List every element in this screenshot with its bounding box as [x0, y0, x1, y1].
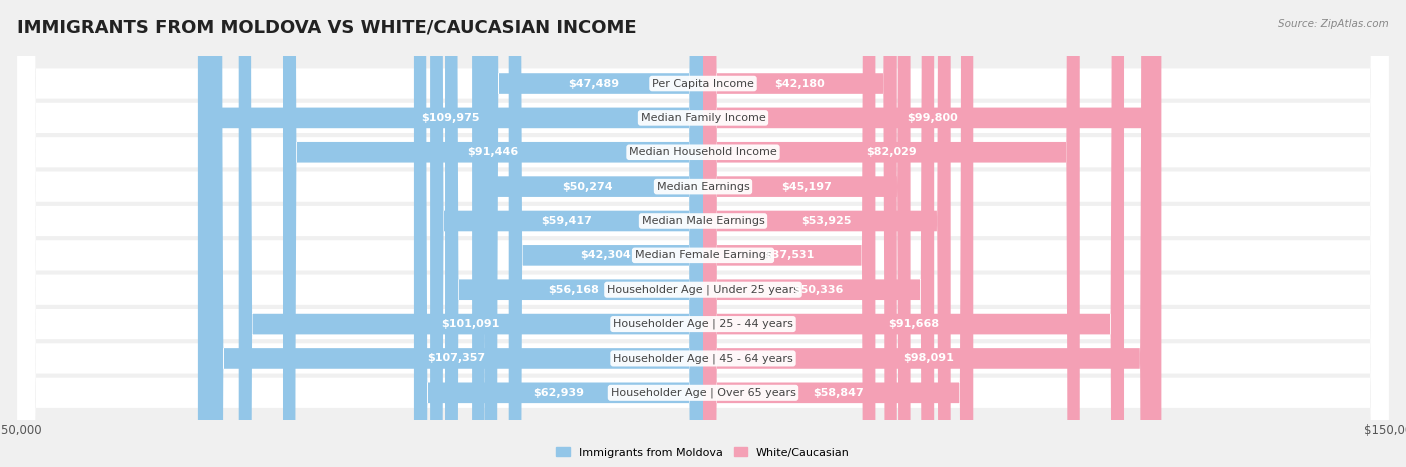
FancyBboxPatch shape [198, 0, 703, 467]
FancyBboxPatch shape [509, 0, 703, 467]
FancyBboxPatch shape [472, 0, 703, 467]
FancyBboxPatch shape [413, 0, 703, 467]
Text: Householder Age | Under 25 years: Householder Age | Under 25 years [607, 284, 799, 295]
Text: $91,446: $91,446 [467, 147, 519, 157]
Text: Householder Age | Over 65 years: Householder Age | Over 65 years [610, 388, 796, 398]
Text: $42,304: $42,304 [581, 250, 631, 260]
Text: $59,417: $59,417 [541, 216, 592, 226]
FancyBboxPatch shape [703, 0, 1153, 467]
FancyBboxPatch shape [703, 0, 1080, 467]
Text: Median Male Earnings: Median Male Earnings [641, 216, 765, 226]
Text: Median Household Income: Median Household Income [628, 147, 778, 157]
Text: $109,975: $109,975 [422, 113, 479, 123]
Text: $91,668: $91,668 [889, 319, 939, 329]
FancyBboxPatch shape [485, 0, 703, 467]
Text: Householder Age | 45 - 64 years: Householder Age | 45 - 64 years [613, 353, 793, 364]
Text: $50,336: $50,336 [793, 285, 844, 295]
FancyBboxPatch shape [17, 0, 1389, 467]
FancyBboxPatch shape [209, 0, 703, 467]
Text: Per Capita Income: Per Capita Income [652, 78, 754, 89]
Text: Householder Age | 25 - 44 years: Householder Age | 25 - 44 years [613, 319, 793, 329]
FancyBboxPatch shape [430, 0, 703, 467]
Text: $37,531: $37,531 [763, 250, 814, 260]
FancyBboxPatch shape [17, 0, 1389, 467]
Text: $56,168: $56,168 [548, 285, 599, 295]
Text: $42,180: $42,180 [775, 78, 825, 89]
Text: $53,925: $53,925 [801, 216, 852, 226]
Text: $50,274: $50,274 [562, 182, 613, 191]
Text: Source: ZipAtlas.com: Source: ZipAtlas.com [1278, 19, 1389, 28]
FancyBboxPatch shape [17, 0, 1389, 467]
Text: $47,489: $47,489 [568, 78, 620, 89]
Text: Median Family Income: Median Family Income [641, 113, 765, 123]
FancyBboxPatch shape [283, 0, 703, 467]
FancyBboxPatch shape [703, 0, 897, 467]
FancyBboxPatch shape [703, 0, 973, 467]
FancyBboxPatch shape [17, 0, 1389, 467]
Text: $101,091: $101,091 [441, 319, 501, 329]
FancyBboxPatch shape [446, 0, 703, 467]
Text: $99,800: $99,800 [907, 113, 957, 123]
Text: $62,939: $62,939 [533, 388, 583, 398]
FancyBboxPatch shape [17, 0, 1389, 467]
Text: IMMIGRANTS FROM MOLDOVA VS WHITE/CAUCASIAN INCOME: IMMIGRANTS FROM MOLDOVA VS WHITE/CAUCASI… [17, 19, 637, 37]
FancyBboxPatch shape [17, 0, 1389, 467]
Text: $107,357: $107,357 [427, 354, 485, 363]
Text: $45,197: $45,197 [782, 182, 832, 191]
FancyBboxPatch shape [703, 0, 876, 467]
FancyBboxPatch shape [703, 0, 911, 467]
Text: Median Female Earnings: Median Female Earnings [634, 250, 772, 260]
FancyBboxPatch shape [17, 0, 1389, 467]
Text: $98,091: $98,091 [903, 354, 953, 363]
FancyBboxPatch shape [17, 0, 1389, 467]
Text: Median Earnings: Median Earnings [657, 182, 749, 191]
FancyBboxPatch shape [703, 0, 1161, 467]
FancyBboxPatch shape [17, 0, 1389, 467]
Text: $82,029: $82,029 [866, 147, 917, 157]
Text: $58,847: $58,847 [813, 388, 863, 398]
Legend: Immigrants from Moldova, White/Caucasian: Immigrants from Moldova, White/Caucasian [553, 443, 853, 462]
FancyBboxPatch shape [703, 0, 934, 467]
FancyBboxPatch shape [703, 0, 950, 467]
FancyBboxPatch shape [239, 0, 703, 467]
FancyBboxPatch shape [703, 0, 1123, 467]
FancyBboxPatch shape [17, 0, 1389, 467]
